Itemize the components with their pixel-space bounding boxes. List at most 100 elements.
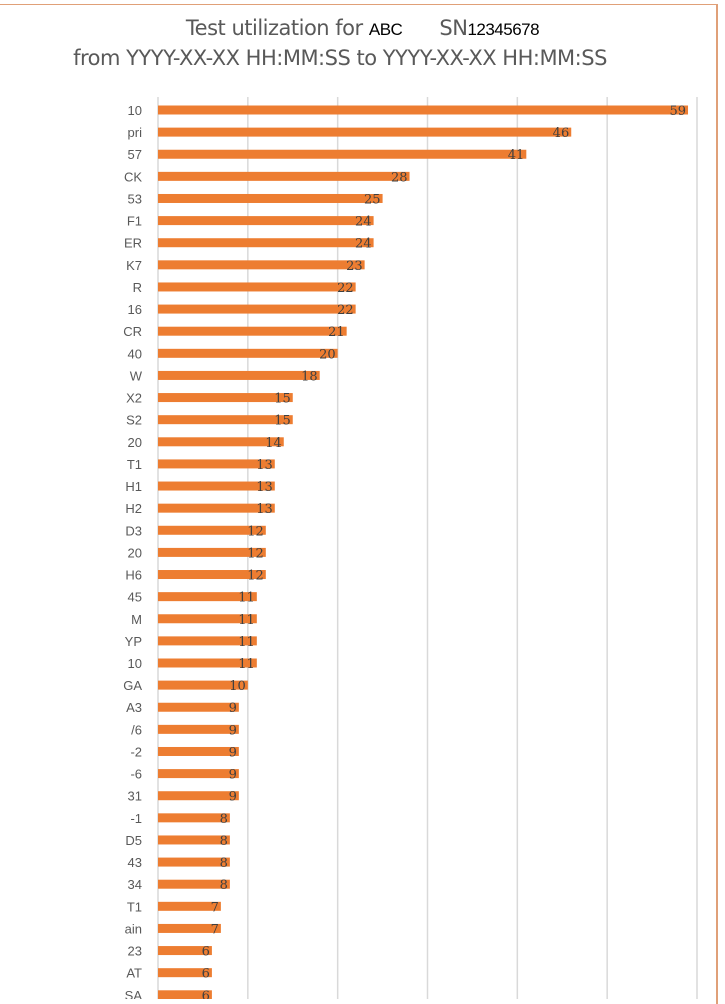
bar [158,260,365,270]
data-label: 13 [256,502,273,517]
category-label: H1 [125,479,142,494]
data-label: 10 [229,679,246,694]
bar [158,149,527,159]
data-label: 8 [220,856,228,871]
category-label: M [131,612,142,627]
category-label: 57 [128,147,142,162]
data-label: 46 [553,126,570,141]
bar [158,901,221,911]
data-label: 9 [229,723,237,738]
bar [158,393,293,403]
bar [158,724,239,734]
bar [158,415,293,425]
bar [158,370,320,380]
data-label: 6 [202,989,210,999]
bar [158,348,338,358]
bar [158,702,239,712]
category-label: YP [125,634,142,649]
category-label: CR [123,324,142,339]
data-label: 14 [265,436,282,451]
data-label: 9 [229,701,237,716]
data-label: 22 [337,281,354,296]
category-label: pri [128,125,143,140]
data-label: 8 [220,878,228,893]
category-label: A3 [126,700,142,715]
bar [158,304,356,314]
category-label: H2 [125,501,142,516]
bar [158,171,410,181]
category-label: T1 [127,899,142,914]
data-label: 59 [669,104,686,119]
title-sn-label: SN [439,16,468,40]
category-label: F1 [127,214,142,229]
bar [158,525,266,535]
data-label: 28 [391,170,408,185]
category-label: 16 [128,302,142,317]
data-label: 12 [247,546,264,561]
title-prefix: Test utilization for [185,16,363,40]
data-label: 7 [211,900,219,915]
bar [158,990,212,999]
category-label: R [133,280,142,295]
bar [158,813,230,823]
bar [158,658,257,668]
bar [158,127,572,137]
data-label: 41 [508,148,525,163]
bar [158,791,239,801]
data-label: 9 [229,768,237,783]
data-label: 12 [247,569,264,584]
category-label: 40 [128,346,142,361]
bar [158,437,284,447]
bar [158,946,212,956]
category-label: SA [125,988,143,999]
data-label: 12 [247,524,264,539]
data-label: 9 [229,745,237,760]
bar [158,547,266,557]
bar [158,282,356,292]
bar [158,923,221,933]
category-label: -2 [130,744,142,759]
category-label: 10 [128,656,142,671]
data-label: 13 [256,458,273,473]
data-label: 18 [301,369,318,384]
chart-title-line2: from YYYY-XX-XX HH:MM:SS to YYYY-XX-XX H… [73,46,607,70]
category-label: S2 [126,413,142,428]
bar [158,326,347,336]
bar [158,592,257,602]
bar [158,216,374,226]
data-label: 15 [274,392,291,407]
data-label: 20 [319,347,336,362]
category-label: 43 [128,855,142,870]
bar [158,614,257,624]
data-label: 9 [229,790,237,805]
bar [158,968,212,978]
bar [158,193,383,203]
bar [158,835,230,845]
data-label: 11 [238,635,255,650]
title-sn: 12345678 [467,20,540,39]
category-label: 34 [128,877,142,892]
data-label: 11 [238,657,255,672]
category-label: X2 [126,391,142,406]
data-label: 25 [364,192,381,207]
category-label: ain [125,921,142,936]
bar [158,459,275,469]
data-label: 24 [355,237,372,252]
title-name: ABC [368,20,403,39]
data-label: 15 [274,414,291,429]
bar [158,857,230,867]
category-label: K7 [126,258,142,273]
category-label: 31 [128,789,142,804]
data-label: 21 [328,325,345,340]
bar [158,481,275,491]
category-label: T1 [127,457,142,472]
data-label: 11 [238,591,255,606]
data-label: 6 [202,945,210,960]
category-label: D3 [125,523,142,538]
bar [158,769,239,779]
chart-frame [0,4,718,1004]
category-label: GA [123,678,142,693]
data-label: 7 [211,922,219,937]
category-label: -6 [130,767,142,782]
data-label: 6 [202,967,210,982]
